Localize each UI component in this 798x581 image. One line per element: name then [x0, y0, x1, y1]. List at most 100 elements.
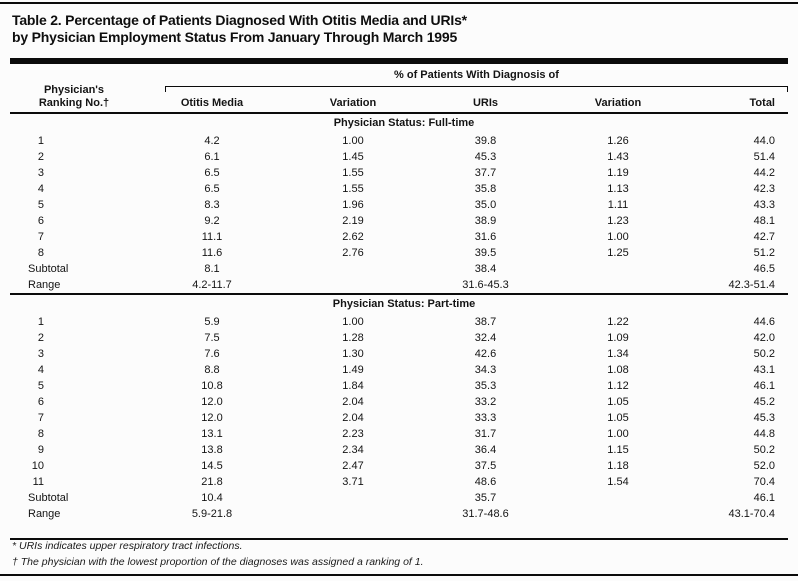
- rank-number: 5: [37, 199, 44, 211]
- page-top-rule: [0, 2, 798, 4]
- table-row: 3 6.5 1.55 37.7 1.19 44.2: [10, 165, 788, 181]
- table-row: 8 13.1 2.23 31.7 1.00 44.8: [10, 426, 788, 442]
- row-label-cell: 6: [10, 213, 140, 229]
- row-label-cell: Range: [28, 508, 61, 520]
- value-cell: 43.1-70.4: [728, 508, 775, 520]
- row-label-cell: 2: [10, 330, 140, 346]
- table-row: 2 7.5 1.28 32.4 1.09 42.0: [10, 330, 788, 346]
- rank-number: 1: [37, 316, 44, 328]
- column-header-uris: URIs: [472, 97, 499, 109]
- value-cell: 6.1: [204, 151, 220, 163]
- rank-number: 2: [37, 332, 44, 344]
- column-header-variation: Variation: [594, 97, 642, 109]
- table-row: 4 8.8 1.49 34.3 1.08 43.1: [10, 362, 788, 378]
- value-cell: 48.6: [474, 476, 497, 488]
- rank-number: 11: [32, 476, 44, 488]
- table-row: 6 12.0 2.04 33.2 1.05 45.2: [10, 394, 788, 410]
- row-label-cell: 1: [10, 314, 140, 330]
- value-cell: 39.5: [474, 247, 497, 259]
- value-cell: 8.8: [204, 364, 220, 376]
- value-cell: 1.08: [607, 364, 629, 376]
- rank-number: 6: [37, 215, 44, 227]
- value-cell: 43.1: [753, 364, 775, 376]
- value-cell: 46.1: [753, 492, 775, 504]
- table-row: 7 12.0 2.04 33.3 1.05 45.3: [10, 410, 788, 426]
- value-cell: 2.19: [342, 215, 364, 227]
- value-cell: 1.00: [342, 135, 364, 147]
- row-label-cell: Subtotal: [28, 263, 69, 275]
- row-label-cell: 5: [10, 378, 140, 394]
- value-cell: 39.8: [474, 135, 497, 147]
- value-cell: 31.6: [474, 231, 497, 243]
- stub-header-line2: Ranking No.†: [38, 97, 110, 109]
- table-row: Range 5.9-21.8 31.7-48.6 43.1-70.4: [10, 506, 788, 539]
- value-cell: 35.3: [474, 380, 497, 392]
- value-cell: 1.55: [342, 183, 364, 195]
- value-cell: 46.1: [753, 380, 775, 392]
- rank-number: 5: [37, 380, 44, 392]
- footnotes: * URIs indicates upper respiratory tract…: [12, 538, 424, 570]
- value-cell: 50.2: [753, 444, 775, 456]
- value-cell: 1.12: [607, 380, 629, 392]
- value-cell: 13.1: [201, 428, 223, 440]
- value-cell: 44.2: [753, 167, 775, 179]
- section-label: Physician Status: Full-time: [10, 112, 788, 133]
- value-cell: 1.11: [607, 199, 629, 211]
- row-label-cell: 4: [10, 181, 140, 197]
- rank-number: 1: [37, 135, 44, 147]
- spanner-row: Physician's Ranking No.† % of Patients W…: [10, 64, 788, 109]
- value-cell: 7.6: [204, 348, 220, 360]
- value-cell: 3.71: [342, 476, 364, 488]
- value-cell: 5.9: [204, 316, 220, 328]
- value-cell: 51.2: [753, 247, 775, 259]
- rank-number: 10: [31, 460, 44, 472]
- rank-number: 8: [37, 247, 44, 259]
- value-cell: 37.7: [474, 167, 497, 179]
- value-cell: 1.15: [607, 444, 629, 456]
- value-cell: 1.96: [342, 199, 364, 211]
- value-cell: 1.28: [342, 332, 364, 344]
- value-cell: 36.4: [474, 444, 497, 456]
- value-cell: 34.3: [474, 364, 497, 376]
- value-cell: 1.45: [342, 151, 364, 163]
- value-cell: [549, 277, 687, 294]
- value-cell: 8.1: [204, 263, 220, 275]
- value-cell: 6.5: [204, 167, 220, 179]
- value-cell: 13.8: [201, 444, 223, 456]
- row-label-cell: 5: [10, 197, 140, 213]
- table-row: 5 8.3 1.96 35.0 1.11 43.3: [10, 197, 788, 213]
- table-row: 2 6.1 1.45 45.3 1.43 51.4: [10, 149, 788, 165]
- value-cell: 1.00: [342, 316, 364, 328]
- row-label-cell: 7: [10, 410, 140, 426]
- section-label: Physician Status: Part-time: [10, 293, 788, 314]
- value-cell: 44.6: [753, 316, 775, 328]
- section-header-row: Physician Status: Full-time: [10, 112, 788, 133]
- value-cell: 14.5: [201, 460, 223, 472]
- row-label-cell: 9: [10, 442, 140, 458]
- value-cell: 42.7: [753, 231, 775, 243]
- value-cell: 1.13: [607, 183, 629, 195]
- rank-number: 3: [37, 167, 44, 179]
- value-cell: 50.2: [753, 348, 775, 360]
- value-cell: 1.19: [607, 167, 629, 179]
- value-cell: 42.3: [753, 183, 775, 195]
- table-row: 11 21.8 3.71 48.6 1.54 70.4: [10, 474, 788, 490]
- value-cell: 1.49: [342, 364, 364, 376]
- value-cell: 44.8: [753, 428, 775, 440]
- value-cell: 1.54: [607, 476, 629, 488]
- data-table: Physician's Ranking No.† % of Patients W…: [10, 64, 788, 540]
- value-cell: 35.7: [474, 492, 497, 504]
- stub-header-line1: Physician's: [43, 84, 105, 96]
- row-label-cell: 6: [10, 394, 140, 410]
- rank-number: 4: [37, 364, 44, 376]
- row-label-cell: Subtotal: [28, 492, 69, 504]
- rank-number: 9: [37, 444, 44, 456]
- rank-number: 2: [37, 151, 44, 163]
- value-cell: 2.76: [342, 247, 364, 259]
- value-cell: 2.62: [342, 231, 364, 243]
- value-cell: 1.30: [342, 348, 364, 360]
- value-cell: 45.3: [753, 412, 775, 424]
- table-title-line2: by Physician Employment Status From Janu…: [12, 29, 458, 45]
- value-cell: 4.2-11.7: [192, 279, 232, 291]
- value-cell: 43.3: [753, 199, 775, 211]
